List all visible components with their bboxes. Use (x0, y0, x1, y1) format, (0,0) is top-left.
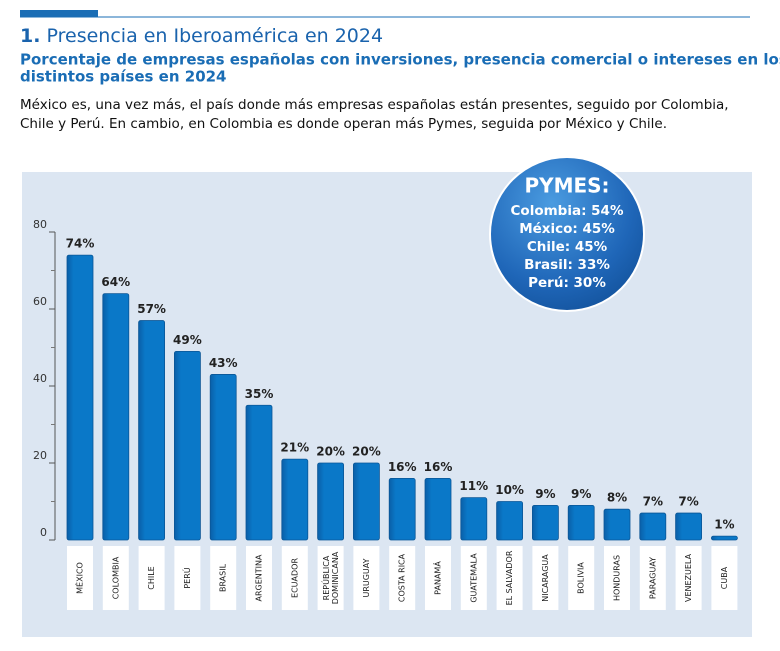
x-tick-label: COSTA RICA (398, 553, 407, 602)
value-label: 11% (459, 479, 488, 493)
x-tick-label: URUGUAY (362, 558, 371, 597)
bar (209, 374, 237, 541)
bar (675, 512, 702, 541)
title-text: Presencia en Iberoamérica en 2024 (47, 25, 384, 47)
x-tick-label: COLOMBIA (111, 556, 120, 599)
x-tick-label: EL SALVADOR (505, 550, 514, 605)
category-box (67, 546, 93, 610)
value-label: 9% (571, 487, 591, 501)
value-label: 10% (495, 483, 524, 497)
bar (317, 462, 345, 541)
category-box (460, 546, 487, 610)
x-tick-label: ECUADOR (290, 558, 299, 598)
bar (496, 501, 524, 541)
category-box (496, 546, 523, 610)
x-tick-label: BRASIL (219, 563, 228, 592)
y-tick-label: 40 (33, 372, 47, 385)
pymes-title: PYMES: (524, 174, 609, 198)
x-tick-label: VENEZUELA (684, 553, 693, 602)
bar (424, 477, 452, 541)
pymes-item: Brasil: 33% (524, 257, 610, 273)
x-tick-label: PARAGUAY (648, 557, 657, 599)
x-tick-label: PANAMÁ (432, 561, 443, 595)
y-tick-label: 80 (33, 218, 47, 231)
category-box (210, 546, 237, 610)
value-label: 9% (535, 487, 555, 501)
category-box (711, 546, 738, 610)
value-label: 35% (245, 387, 274, 401)
value-label: 8% (607, 491, 627, 505)
bar (603, 508, 631, 541)
pymes-item: Colombia: 54% (511, 203, 624, 219)
value-label: 16% (388, 460, 417, 474)
bar (567, 504, 595, 541)
y-tick-label: 60 (33, 295, 47, 308)
bar (352, 462, 380, 541)
bar (639, 512, 667, 541)
header-bar (20, 10, 98, 17)
description: México es, una vez más, el país donde má… (20, 97, 729, 113)
category-box (102, 546, 129, 610)
bar (281, 458, 309, 541)
section-title: 1. Presencia en Iberoamérica en 2024 (20, 25, 383, 47)
value-label: 7% (678, 495, 698, 509)
category-box (568, 546, 595, 610)
description: Chile y Perú. En cambio, en Colombia es … (20, 116, 667, 132)
value-label: 64% (101, 275, 130, 289)
category-box (675, 546, 702, 610)
category-box (246, 546, 272, 610)
pymes-bubble (489, 156, 645, 312)
category-box (353, 546, 380, 610)
x-tick-label: NICARAGUA (541, 554, 550, 602)
category-box (604, 546, 630, 610)
x-tick-label: GUATEMALA (469, 553, 478, 603)
category-box (425, 546, 451, 610)
x-tick-label: MÉXICO (74, 562, 85, 594)
value-label: 74% (66, 237, 95, 251)
bar (711, 535, 738, 541)
y-tick-label: 0 (40, 526, 47, 539)
bar (532, 504, 559, 541)
category-box (317, 546, 344, 610)
category-box (639, 546, 666, 610)
bar (66, 254, 94, 541)
bar (102, 293, 130, 541)
value-label: 57% (137, 302, 166, 316)
category-box (389, 546, 416, 610)
x-tick-label: CHILE (147, 566, 156, 589)
subtitle: distintos países en 2024 (20, 68, 227, 86)
x-tick-label: ARGENTINA (255, 554, 264, 602)
category-box (138, 546, 165, 610)
bar (460, 497, 488, 541)
value-label: 49% (173, 333, 202, 347)
category-box (174, 546, 201, 610)
value-label: 7% (643, 495, 663, 509)
value-label: 20% (316, 445, 345, 459)
category-box (532, 546, 559, 610)
value-label: 21% (280, 441, 309, 455)
subtitle: Porcentaje de empresas españolas con inv… (20, 51, 780, 69)
bar (173, 350, 201, 541)
x-tick-label: PERÚ (181, 567, 192, 588)
bar (388, 477, 416, 541)
x-tick-label: REPÚBLICADOMINICANA (320, 551, 340, 604)
value-label: 43% (209, 356, 238, 370)
category-box (281, 546, 308, 610)
x-tick-label: BOLIVIA (577, 562, 586, 594)
pymes-item: Perú: 30% (528, 275, 606, 291)
pymes-item: Chile: 45% (527, 239, 608, 255)
section-number: 1. (20, 25, 40, 47)
value-label: 20% (352, 445, 381, 459)
bar (138, 320, 166, 541)
pymes-item: México: 45% (519, 221, 615, 237)
value-label: 16% (424, 460, 453, 474)
bar (245, 404, 273, 541)
x-tick-label: CUBA (720, 566, 729, 589)
value-label: 1% (714, 518, 734, 532)
x-tick-label: HONDURAS (613, 555, 622, 601)
y-tick-label: 20 (33, 449, 47, 462)
plot: 0 20 40 60 80 74% MÉXICO 64% COLOMBIA 57% CHILE 49%… (33, 218, 738, 610)
